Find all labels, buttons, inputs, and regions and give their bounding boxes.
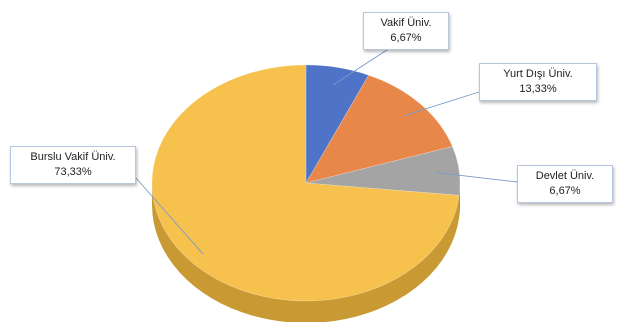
label-burslu-vakif-name: Burslu Vakif Üniv. bbox=[30, 151, 116, 163]
label-devlet-name: Devlet Üniv. bbox=[535, 170, 595, 182]
pie-slice-burslu-vakif bbox=[151, 64, 460, 302]
label-vakif: Vakif Üniv. 6,67% bbox=[363, 12, 449, 50]
callout-leaders bbox=[135, 47, 518, 255]
leader-vakif bbox=[332, 47, 391, 86]
label-vakif-pct: 6,67% bbox=[390, 32, 422, 44]
label-yurt-disi: Yurt Dışı Üniv. 13,33% bbox=[479, 63, 597, 101]
leader-yurt-disi bbox=[403, 91, 480, 117]
leader-burslu-vakif bbox=[135, 177, 204, 255]
label-burslu-vakif: Burslu Vakif Üniv. 73,33% bbox=[10, 146, 136, 184]
label-burslu-vakif-pct: 73,33% bbox=[54, 166, 92, 178]
label-yurt-disi-name: Yurt Dışı Üniv. bbox=[503, 68, 573, 80]
label-vakif-name: Vakif Üniv. bbox=[380, 17, 432, 29]
pie-slice-yurt-disi bbox=[305, 74, 453, 184]
pie-slice-devlet bbox=[305, 146, 461, 196]
label-yurt-disi-pct: 13,33% bbox=[519, 83, 557, 95]
pie-side-burslu-vakif bbox=[152, 183, 460, 322]
pie-side-devlet bbox=[459, 183, 460, 218]
pie-tops bbox=[151, 64, 461, 302]
label-devlet-pct: 6,67% bbox=[549, 185, 581, 197]
label-devlet: Devlet Üniv. 6,67% bbox=[517, 165, 613, 203]
pie-slice-vakif bbox=[305, 64, 370, 185]
pie-sides bbox=[152, 183, 460, 322]
leader-devlet bbox=[436, 172, 518, 183]
